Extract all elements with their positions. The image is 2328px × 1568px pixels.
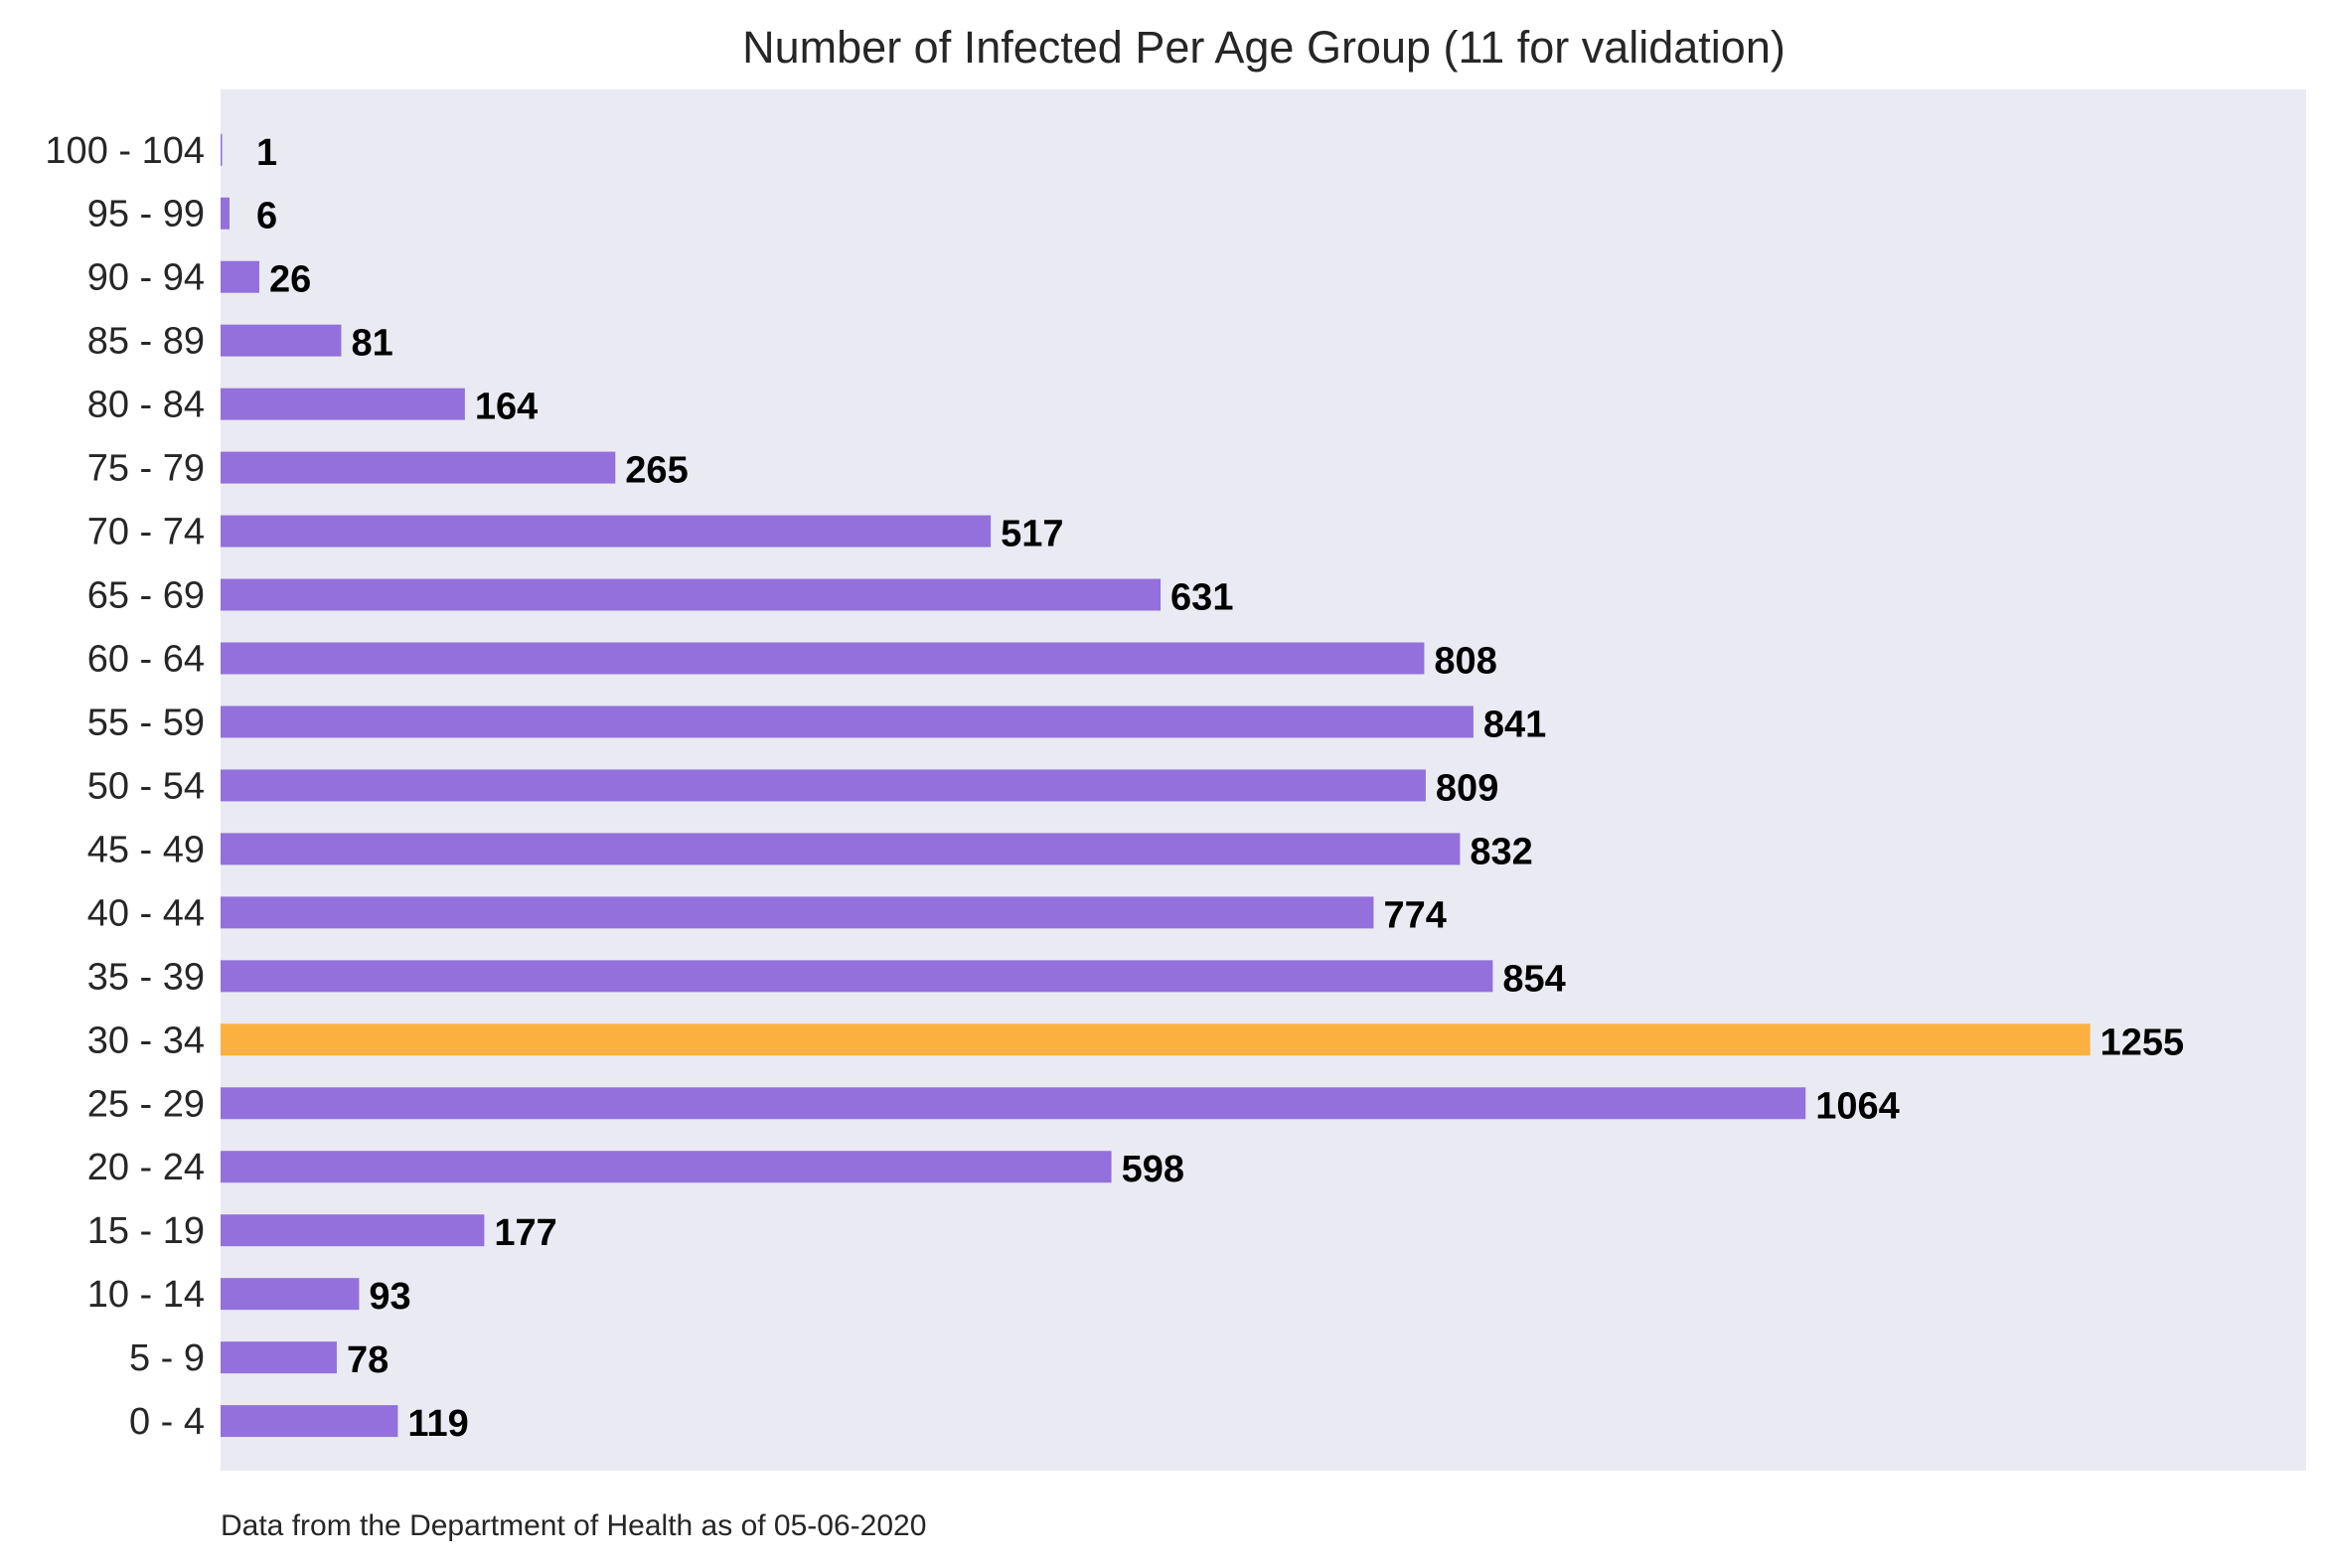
tick-label-15-19: 15 - 19 <box>87 1210 205 1252</box>
bar-75-79 <box>221 451 616 484</box>
bar-60-64 <box>221 642 1425 675</box>
bar-40-44 <box>221 896 1374 929</box>
tick-label-30-34: 30 - 34 <box>87 1019 205 1061</box>
tick-label-0-4: 0 - 4 <box>129 1401 205 1443</box>
y-axis-tick-labels: 0 - 4 5 - 9 10 - 14 15 - 19 20 - 24 25 - 29 30… <box>45 130 205 1443</box>
bar-50-54 <box>221 769 1426 802</box>
bar-65-69 <box>221 578 1162 611</box>
tick-label-20-24: 20 - 24 <box>87 1147 205 1188</box>
tick-label-90-94: 90 - 94 <box>87 257 205 299</box>
value-label-20-24: 598 <box>1122 1149 1184 1190</box>
bars <box>221 133 2091 1438</box>
value-label-100-104: 1 <box>256 132 277 174</box>
tick-label-100-104: 100 - 104 <box>45 130 205 172</box>
tick-label-35-39: 35 - 39 <box>87 956 205 998</box>
tick-label-5-9: 5 - 9 <box>129 1337 205 1379</box>
value-label-40-44: 774 <box>1383 894 1446 936</box>
value-label-45-49: 832 <box>1470 831 1532 872</box>
tick-label-70-74: 70 - 74 <box>87 512 205 553</box>
value-label-85-89: 81 <box>351 323 392 365</box>
value-label-60-64: 808 <box>1434 641 1496 683</box>
value-label-15-19: 177 <box>494 1212 556 1254</box>
value-label-0-4: 119 <box>407 1403 468 1445</box>
bar-25-29 <box>221 1087 1806 1120</box>
tick-label-40-44: 40 - 44 <box>87 892 205 934</box>
value-label-95-99: 6 <box>256 196 277 237</box>
tick-label-50-54: 50 - 54 <box>87 765 205 807</box>
value-labels: 119 78 93 177 598 1064 1255 854 774 832 809 841 808 6… <box>256 132 2184 1445</box>
bar-80-84 <box>221 388 465 420</box>
tick-label-75-79: 75 - 79 <box>87 448 205 490</box>
bar-45-49 <box>221 833 1461 865</box>
bar-0-4 <box>221 1405 398 1438</box>
chart-title: Number of Infected Per Age Group (11 for… <box>742 22 1785 73</box>
tick-label-65-69: 65 - 69 <box>87 575 205 617</box>
tick-label-85-89: 85 - 89 <box>87 321 205 363</box>
bar-70-74 <box>221 515 992 548</box>
value-label-70-74: 517 <box>1001 514 1063 555</box>
bar-55-59 <box>221 706 1474 738</box>
value-label-90-94: 26 <box>269 259 311 301</box>
value-label-30-34: 1255 <box>2100 1021 2185 1063</box>
value-label-5-9: 78 <box>347 1339 388 1381</box>
bar-35-39 <box>221 960 1493 993</box>
tick-label-55-59: 55 - 59 <box>87 702 205 743</box>
footnote: Data from the Department of Health as of… <box>221 1509 926 1542</box>
tick-label-95-99: 95 - 99 <box>87 194 205 235</box>
value-label-50-54: 809 <box>1436 767 1498 809</box>
bar-15-19 <box>221 1214 485 1247</box>
tick-label-80-84: 80 - 84 <box>87 385 205 426</box>
tick-label-60-64: 60 - 64 <box>87 639 205 681</box>
bar-100-104 <box>221 133 223 166</box>
value-label-10-14: 93 <box>369 1276 410 1318</box>
bar-5-9 <box>221 1341 337 1374</box>
bar-95-99 <box>221 197 230 230</box>
value-label-75-79: 265 <box>625 450 688 492</box>
bar-85-89 <box>221 324 342 357</box>
bar-30-34 <box>221 1023 2091 1056</box>
value-label-55-59: 841 <box>1483 704 1546 745</box>
bar-20-24 <box>221 1151 1112 1183</box>
value-label-65-69: 631 <box>1170 577 1233 619</box>
value-label-25-29: 1064 <box>1815 1085 1900 1127</box>
value-label-80-84: 164 <box>475 387 538 428</box>
tick-label-10-14: 10 - 14 <box>87 1274 205 1316</box>
tick-label-45-49: 45 - 49 <box>87 829 205 870</box>
tick-label-25-29: 25 - 29 <box>87 1083 205 1125</box>
bar-10-14 <box>221 1278 360 1311</box>
bar-90-94 <box>221 260 259 293</box>
value-label-35-39: 854 <box>1502 958 1565 1000</box>
